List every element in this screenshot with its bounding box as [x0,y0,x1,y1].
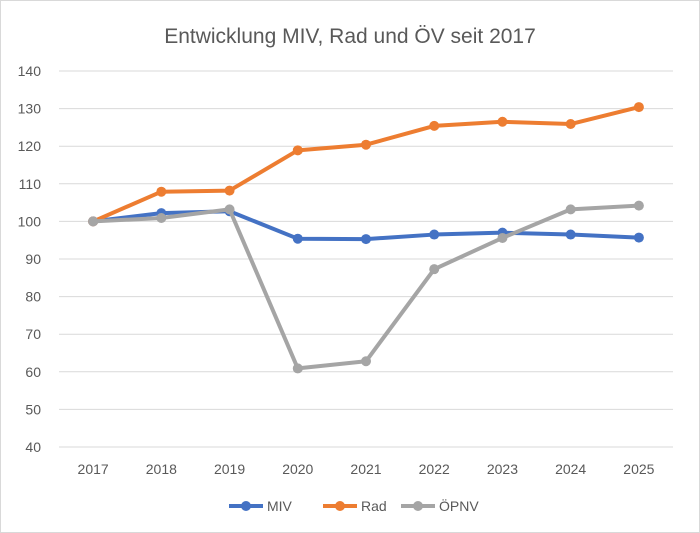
data-point [361,139,371,150]
data-point [429,264,440,275]
data-point [497,232,508,243]
data-point [565,229,576,240]
y-tick-label: 50 [25,401,41,417]
legend-label: ÖPNV [439,497,479,514]
data-point [292,363,303,374]
legend-marker [413,501,423,511]
x-tick-label: 2024 [555,461,586,477]
data-point [361,234,371,245]
data-point [361,356,371,367]
legend-item-miv: MIV [229,498,293,514]
legend-marker [241,501,251,511]
legend-item-öpnv: ÖPNV [401,497,479,514]
series-line [93,203,639,371]
data-point [224,185,235,196]
x-tick-label: 2019 [214,461,245,477]
x-tick-label: 2025 [623,461,654,477]
legend-label: MIV [267,498,293,514]
data-point [88,216,99,227]
x-tick-label: 2022 [419,461,450,477]
y-tick-label: 90 [25,251,41,267]
x-tick-label: 2017 [78,461,109,477]
gridlines [59,70,673,448]
x-tick-label: 2021 [350,461,381,477]
y-tick-label: 100 [18,213,42,229]
y-tick-label: 110 [19,176,42,192]
legend-label: Rad [361,498,387,514]
y-tick-label: 130 [18,101,42,117]
y-tick-label: 120 [18,138,42,154]
data-point [156,213,167,224]
x-tick-label: 2023 [487,461,518,477]
y-axis-ticks: 40 50 60 70 80 90 100 110 120 130 140 [18,63,42,455]
data-point [633,102,644,113]
data-point [429,229,440,240]
data-point [497,116,508,127]
legend-item-rad: Rad [323,498,387,514]
chart-title: Entwicklung MIV, Rad und ÖV seit 2017 [164,25,536,48]
x-tick-label: 2020 [282,461,313,477]
x-tick-label: 2018 [146,461,177,477]
data-point [565,204,576,215]
data-point [429,120,440,131]
data-point [292,233,303,244]
data-point [224,204,235,215]
y-tick-label: 80 [25,289,41,305]
data-point [633,200,644,211]
y-tick-label: 60 [25,364,41,380]
series-rad [88,102,644,227]
series-öpnv [88,200,644,374]
series-line [92,105,640,224]
series-group [88,102,644,374]
data-point [156,186,167,197]
y-tick-label: 70 [25,326,41,342]
legend: MIV Rad ÖPNV [229,497,479,514]
data-point [633,232,644,243]
x-axis-ticks: 2017 2018 2019 2020 2021 2022 2023 2024 2025 [78,461,655,477]
data-point [565,119,576,130]
data-point [292,145,303,156]
y-tick-label: 40 [25,439,41,455]
y-tick-label: 140 [18,63,42,79]
legend-marker [335,501,345,511]
